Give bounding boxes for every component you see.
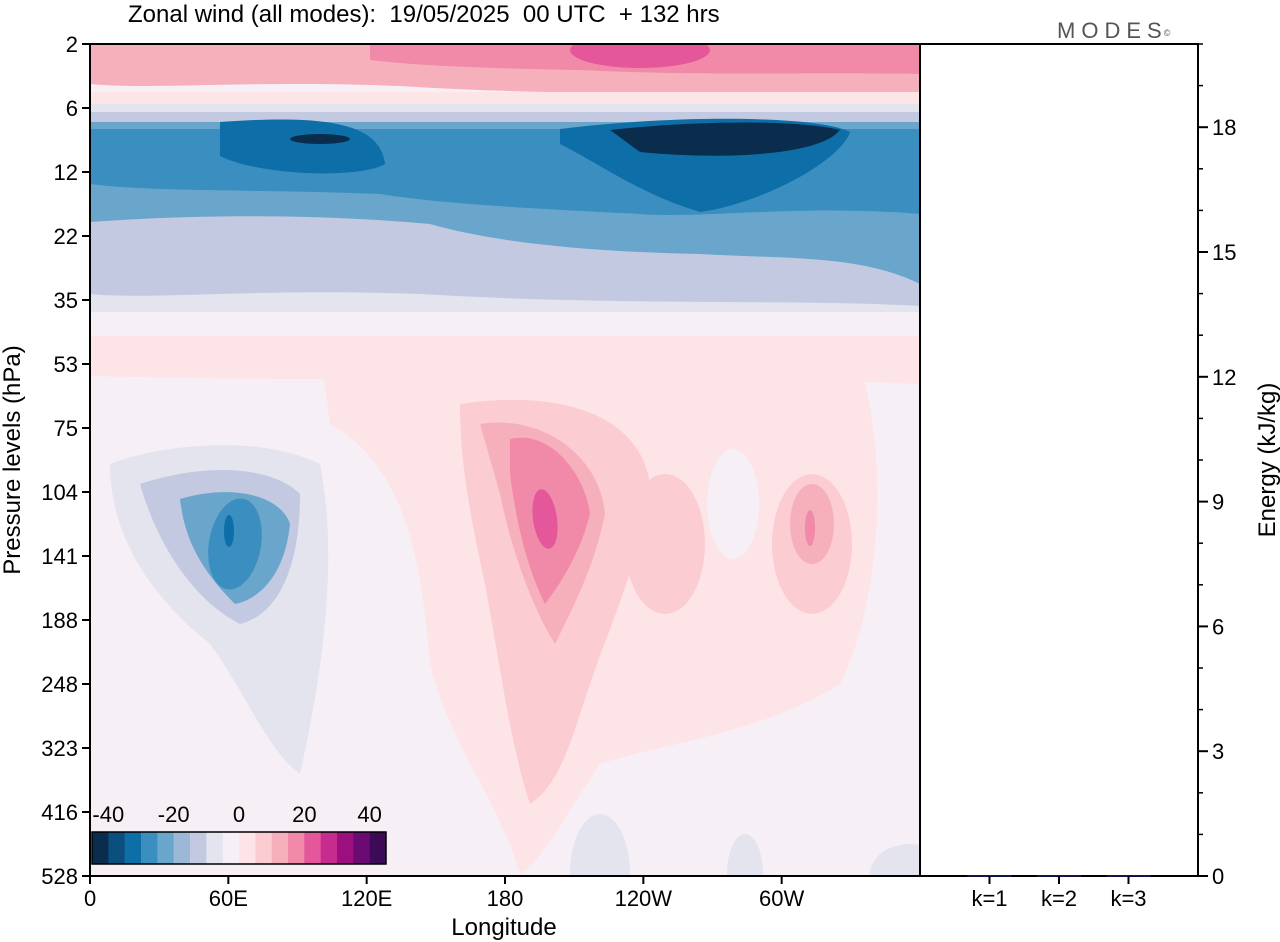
surface-easterly-patch [870, 844, 920, 876]
colorbar-label: 40 [357, 802, 381, 827]
pressure-tick-label: 416 [41, 800, 78, 825]
easterly-cell-strong [208, 498, 262, 590]
energy-bar [967, 875, 1012, 877]
pressure-tick-label: 35 [54, 288, 78, 313]
energy-tick-label: 0 [1212, 864, 1224, 889]
energy-bar [1106, 875, 1151, 877]
energy-tick-label: 3 [1212, 739, 1224, 764]
easterly-jet-core [610, 122, 840, 156]
energy-tick-label: 15 [1212, 240, 1236, 265]
colorbar-label: -40 [92, 802, 124, 827]
energy-category-label: k=3 [1110, 886, 1146, 911]
pressure-tick-label: 104 [41, 480, 78, 505]
energy-category-label: k=1 [971, 886, 1007, 911]
colorbar-swatch [141, 832, 158, 864]
energy-axis: 0 3 6 9 12 15 18 [1198, 43, 1236, 889]
westerly-cell-60w-core [805, 510, 815, 546]
neutral-pocket [707, 449, 759, 559]
energy-panel: k=1 k=2 k=3 0 3 6 9 12 15 18 [919, 43, 1236, 911]
colorbar-swatch [288, 832, 305, 864]
pressure-tick-label: 6 [66, 96, 78, 121]
energy-bars: k=1 k=2 k=3 [967, 875, 1151, 911]
energy-tick-label: 18 [1212, 115, 1236, 140]
energy-panel-frame [919, 43, 1199, 877]
colorbar-swatch [320, 832, 338, 864]
colorbar-swatch [271, 832, 289, 864]
pressure-tick-label: 323 [41, 736, 78, 761]
colorbar-swatch [206, 832, 224, 864]
colorbar-swatch [92, 832, 109, 864]
longitude-tick-label: 120W [615, 886, 673, 911]
pressure-tick-label: 75 [54, 416, 78, 441]
colorbar-swatch [255, 832, 273, 864]
colorbar-swatch [157, 832, 175, 864]
energy-tick-label: 12 [1212, 365, 1236, 390]
pressure-tick-label: 188 [41, 608, 78, 633]
pressure-axis: 2 6 12 22 35 53 75 104 141 188 248 323 416 528 [41, 32, 90, 889]
colorbar-swatch [369, 832, 387, 864]
energy-tick-label: 6 [1212, 614, 1224, 639]
longitude-tick-label: 60W [759, 886, 804, 911]
colorbar-label: 20 [292, 802, 316, 827]
upper-westerly-core [570, 44, 710, 68]
pressure-tick-label: 12 [54, 160, 78, 185]
westerly-strip [90, 336, 920, 384]
colorbar-frame [91, 831, 387, 865]
colorbar-swatch [108, 832, 126, 864]
colorbar-label: 0 [233, 802, 245, 827]
colorbar-swatch [239, 832, 256, 864]
longitude-axis: 0 60E 120E 180 120W 60W [84, 876, 805, 911]
lower-transition-band [90, 312, 920, 334]
colorbar-swatch [353, 832, 371, 864]
energy-axis-title: Energy (kJ/kg) [1254, 383, 1280, 538]
logo-copyright-mark: © [1163, 28, 1171, 38]
colorbar-swatch [190, 832, 207, 864]
colorbar-swatch [124, 832, 142, 864]
pressure-tick-label: 141 [41, 544, 78, 569]
x-axis-title: Longitude [451, 914, 556, 941]
chart-title: Zonal wind (all modes): 19/05/2025 00 UT… [128, 1, 720, 28]
easterly-core-west [220, 119, 385, 174]
westerly-maximum-core [532, 489, 558, 549]
modes-logo: MODES© [1057, 18, 1174, 44]
pressure-tick-label: 528 [41, 864, 78, 889]
easterly-cell-core [224, 515, 234, 547]
pressure-tick-label: 248 [41, 672, 78, 697]
energy-category-label: k=2 [1041, 886, 1077, 911]
colorbar-label: -20 [158, 802, 190, 827]
pressure-tick-label: 53 [54, 352, 78, 377]
longitude-tick-label: 180 [487, 886, 524, 911]
contour-fields [90, 44, 920, 876]
longitude-tick-label: 0 [84, 886, 96, 911]
wind-section-plot [90, 44, 920, 876]
colorbar: -40 -20 0 20 40 [91, 802, 387, 865]
transition-band [90, 92, 920, 106]
colorbar-swatch [222, 832, 240, 864]
logo-text: MODES [1057, 18, 1168, 43]
energy-bar [1037, 875, 1081, 877]
energy-tick-label: 9 [1212, 490, 1224, 515]
easterly-jet-core-small [290, 134, 350, 144]
surface-easterly-patch [727, 834, 763, 876]
pressure-tick-label: 22 [54, 224, 78, 249]
colorbar-swatch [173, 832, 191, 864]
y-axis-title: Pressure levels (hPa) [0, 345, 26, 574]
surface-easterly-patch [570, 814, 630, 876]
colorbar-swatch [337, 832, 354, 864]
longitude-tick-label: 120E [341, 886, 392, 911]
colorbar-swatch [304, 832, 322, 864]
longitude-tick-label: 60E [209, 886, 248, 911]
pressure-tick-label: 2 [66, 32, 78, 57]
westerly-cell-120w [625, 474, 705, 614]
